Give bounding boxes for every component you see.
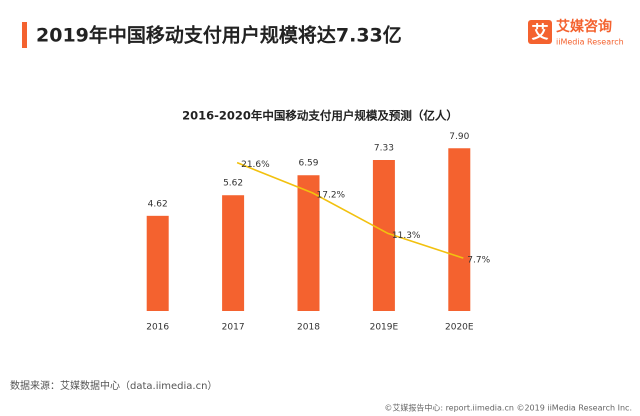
- x-tick-label: 2019E: [370, 323, 399, 333]
- chart-title: 2016-2020年中国移动支付用户规模及预测（亿人）: [182, 109, 458, 123]
- logo-sub: iiMedia Research: [556, 38, 624, 47]
- line-value-label: 7.7%: [467, 256, 490, 266]
- source: 数据来源：艾媒数据中心（data.iimedia.cn）: [10, 379, 217, 392]
- logo-box: [528, 20, 552, 44]
- logo-mark: 艾: [532, 22, 549, 43]
- x-tick-label: 2016: [146, 323, 169, 333]
- line-value-label: 11.3%: [392, 231, 421, 241]
- bar-value-label: 5.62: [223, 179, 243, 189]
- bar: [146, 215, 169, 311]
- page-title: 2019年中国移动支付用户规模将达7.33亿: [36, 24, 402, 47]
- bar: [448, 148, 471, 311]
- bar-value-label: 7.90: [449, 132, 469, 142]
- bar: [372, 160, 395, 311]
- bar: [222, 195, 245, 311]
- x-tick-label: 2017: [222, 323, 245, 333]
- logo-name: 艾媒咨询: [556, 18, 612, 35]
- growth-line: [236, 161, 464, 259]
- x-tick-label: 2018: [297, 323, 320, 333]
- bar-value-label: 6.59: [298, 159, 318, 169]
- footer: ©艾媒报告中心: report.iimedia.cn ©2019 iiMedia…: [384, 403, 632, 413]
- bar-value-label: 4.62: [148, 199, 168, 209]
- title-accent: [22, 22, 27, 48]
- bar-value-label: 7.33: [374, 144, 394, 154]
- line-value-label: 21.6%: [241, 160, 270, 170]
- x-tick-label: 2020E: [445, 323, 474, 333]
- bar: [297, 175, 320, 311]
- line-value-label: 17.2%: [317, 190, 346, 200]
